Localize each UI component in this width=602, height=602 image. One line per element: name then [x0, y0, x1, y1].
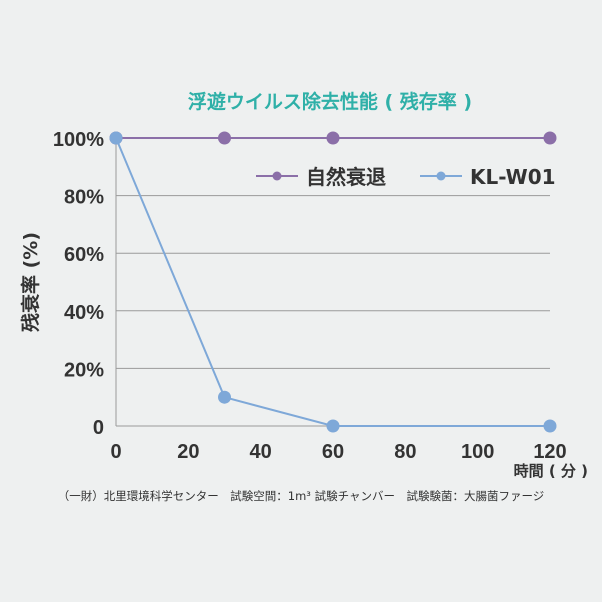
- data-point: [326, 131, 340, 145]
- series-0: [109, 131, 557, 145]
- x-tick-label: 100: [461, 441, 494, 463]
- x-tick-label: 60: [322, 441, 344, 463]
- x-tick-label: 20: [177, 441, 199, 463]
- y-axis-label: 残衰率 (%): [19, 232, 42, 332]
- data-point: [543, 131, 557, 145]
- x-tick-label: 120: [533, 441, 566, 463]
- chart-title: 浮遊ウイルス除去性能 ( 残存率 ): [188, 90, 472, 113]
- series-line-1: [115, 137, 550, 427]
- y-tick-label: 80%: [64, 187, 104, 209]
- x-tick-label: 0: [110, 441, 121, 463]
- y-tick-label: 60%: [64, 244, 104, 266]
- series-1: [109, 131, 557, 433]
- legend: 自然衰退 KL-W01: [256, 165, 556, 189]
- legend-label: KL-W01: [470, 165, 556, 189]
- series-layer: [109, 131, 557, 433]
- legend-item-0: 自然衰退: [256, 165, 386, 189]
- data-point: [326, 419, 340, 433]
- data-point: [543, 419, 557, 433]
- legend-swatch-marker: [436, 171, 446, 181]
- x-tick-label: 40: [250, 441, 272, 463]
- y-tick-label: 0: [93, 417, 104, 439]
- legend-item-1: KL-W01: [420, 165, 556, 189]
- x-tick-labels: 0 20 40 60 80 100 120: [110, 441, 566, 463]
- footnote: （一財）北里環境科学センター 試験空間：1m³ 試験チャンバー 試験験菌：大腸菌…: [58, 489, 544, 503]
- data-point: [218, 390, 231, 404]
- x-tick-label: 80: [394, 441, 416, 463]
- data-point: [218, 131, 231, 145]
- legend-label: 自然衰退: [306, 165, 386, 189]
- x-axis-label: 時間 ( 分 ): [514, 462, 588, 480]
- legend-swatch-marker: [272, 171, 282, 181]
- y-tick-label: 100%: [53, 129, 104, 151]
- data-point: [109, 131, 123, 145]
- y-tick-label: 20%: [64, 359, 104, 381]
- y-tick-label: 40%: [64, 302, 104, 324]
- y-tick-labels: 0 20% 40% 60% 80% 100%: [53, 129, 104, 439]
